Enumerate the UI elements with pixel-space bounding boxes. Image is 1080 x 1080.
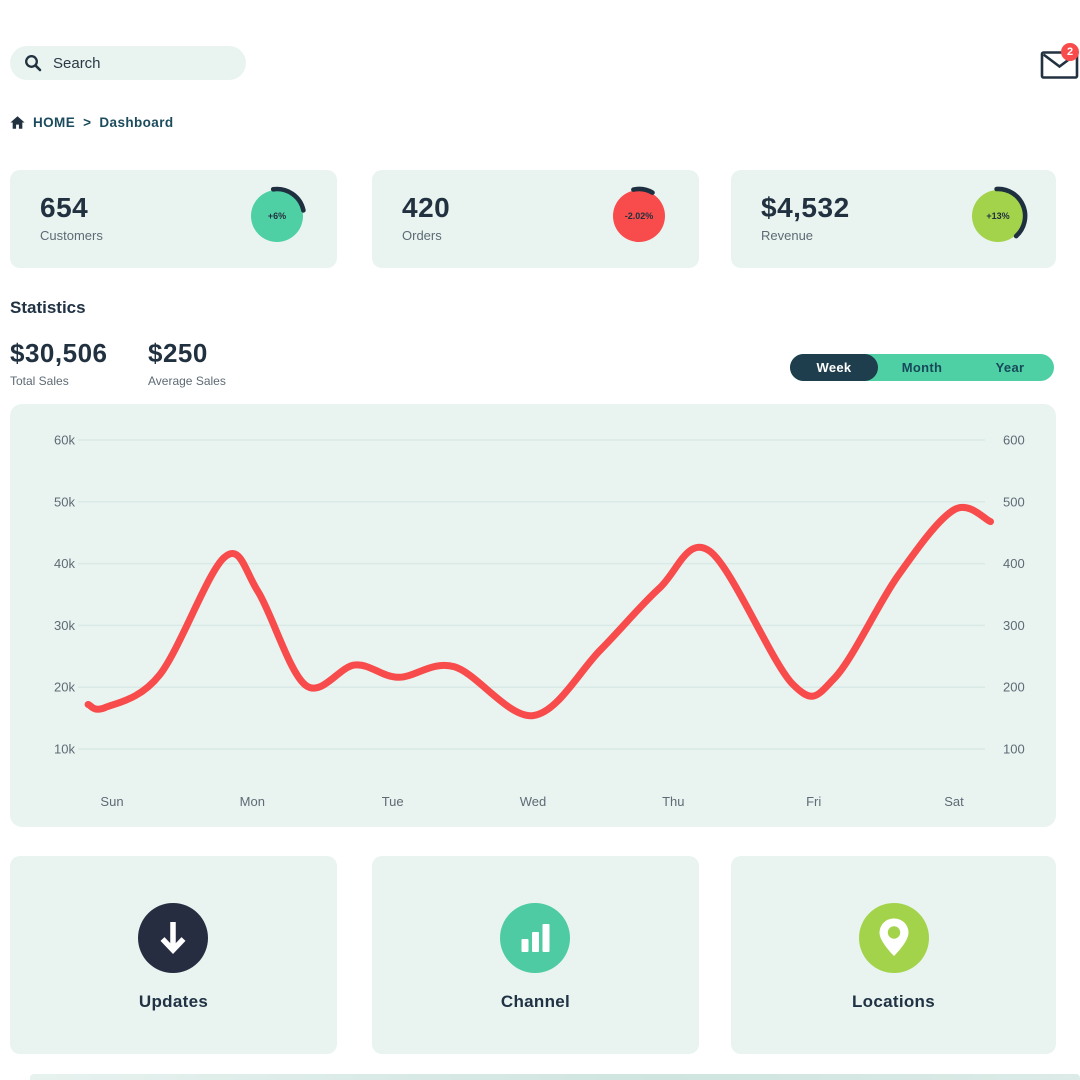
y-axis-left-tick: 10k [54, 742, 75, 757]
updates-card[interactable]: Updates [10, 856, 337, 1054]
y-axis-right-tick: 600 [1003, 433, 1025, 448]
search-input[interactable] [51, 53, 225, 73]
y-axis-right-tick: 300 [1003, 618, 1025, 633]
y-axis-left-tick: 40k [54, 556, 75, 571]
y-axis-right-tick: 100 [1003, 742, 1025, 757]
customers-progress-circle: +6% [251, 186, 306, 242]
sales-line [84, 504, 994, 720]
bottom-strip [30, 1074, 1080, 1080]
revenue-value: $4,532 [761, 192, 850, 223]
revenue-progress-circle: +13% [972, 186, 1028, 242]
search-icon [24, 54, 42, 72]
breadcrumb-current[interactable]: Dashboard [99, 115, 174, 130]
total-sales-block: $30,506 Total Sales [10, 338, 107, 388]
stat-card-revenue: $4,532 Revenue +13% [731, 170, 1056, 268]
search-bar[interactable] [10, 46, 246, 80]
y-axis-left-tick: 50k [54, 494, 75, 509]
y-axis-left-tick: 60k [54, 433, 75, 448]
locations-label: Locations [852, 992, 935, 1011]
average-sales-label: Average Sales [148, 374, 226, 388]
total-sales-label: Total Sales [10, 374, 69, 388]
y-axis-left-tick: 30k [54, 618, 75, 633]
stat-card-orders: 420 Orders -2.02% [372, 170, 699, 268]
x-axis-day-label: Sat [944, 794, 964, 809]
progress-arc [631, 186, 655, 195]
stat-card-customers: 654 Customers +6% [10, 170, 337, 268]
customers-label: Customers [40, 228, 103, 243]
tab-week[interactable]: Week [790, 354, 878, 381]
breadcrumb: HOME > Dashboard [10, 115, 174, 130]
orders-delta: -2.02% [625, 211, 654, 221]
y-axis-right-tick: 400 [1003, 556, 1025, 571]
progress-arc [270, 186, 306, 213]
average-sales-block: $250 Average Sales [148, 338, 226, 388]
x-axis-day-label: Fri [806, 794, 821, 809]
location-pin-icon [859, 903, 929, 973]
updates-label: Updates [138, 992, 209, 1011]
x-axis-day-label: Sun [100, 794, 123, 809]
statistics-title: Statistics [10, 298, 86, 317]
tab-month[interactable]: Month [901, 360, 943, 375]
y-axis-left-tick: 20k [54, 680, 75, 695]
orders-value: 420 [402, 192, 451, 223]
x-axis-day-label: Mon [240, 794, 265, 809]
arrow-down-icon [138, 903, 208, 973]
mail-icon [1040, 51, 1080, 84]
mail-badge: 2 [1061, 43, 1079, 61]
total-sales-value: $30,506 [10, 338, 108, 368]
y-axis-right-tick: 200 [1003, 680, 1025, 695]
x-axis-day-label: Wed [520, 794, 547, 809]
customers-value: 654 [40, 192, 89, 223]
tab-year[interactable]: Year [995, 360, 1025, 375]
sales-chart-panel: 60k 600 50k 500 40k 400 30k 300 20k 200 10k 100 Sun M… [10, 404, 1056, 827]
revenue-label: Revenue [761, 228, 814, 243]
sales-chart: 60k 600 50k 500 40k 400 30k 300 20k 200 10k 100 Sun M… [54, 433, 1025, 810]
bar-chart-icon [500, 903, 570, 973]
breadcrumb-home[interactable]: HOME [33, 115, 76, 130]
orders-progress-circle: -2.02% [613, 186, 665, 242]
breadcrumb-separator: > [83, 115, 92, 130]
orders-label: Orders [402, 228, 442, 243]
channel-card[interactable]: Channel [372, 856, 699, 1054]
progress-arc [994, 186, 1028, 239]
customers-delta: +6% [268, 211, 286, 221]
x-axis-day-label: Thu [662, 794, 684, 809]
y-axis-right-tick: 500 [1003, 494, 1025, 509]
locations-card[interactable]: Locations [731, 856, 1056, 1054]
revenue-delta: +13% [986, 211, 1009, 221]
channel-label: Channel [500, 992, 571, 1011]
home-icon [10, 115, 25, 130]
average-sales-value: $250 [148, 338, 208, 368]
x-axis-day-label: Tue [382, 794, 404, 809]
range-toggle: Week Month Year [790, 354, 1054, 381]
